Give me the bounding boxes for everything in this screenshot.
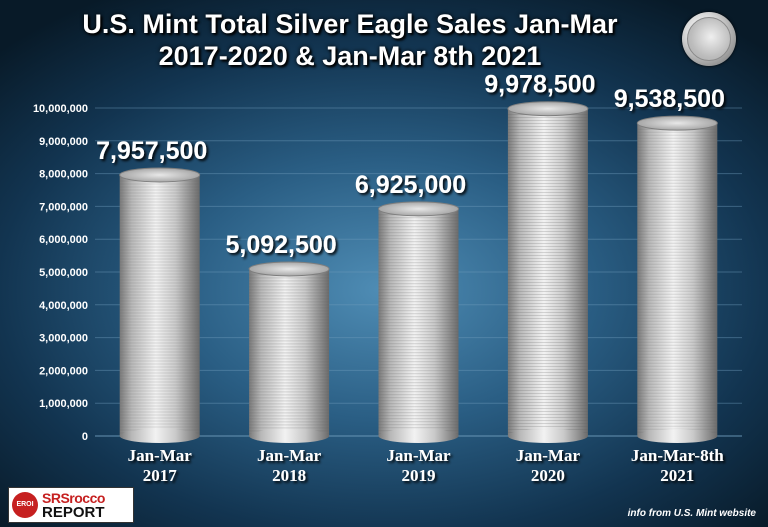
silver-eagle-coin-icon <box>682 12 736 66</box>
srsrocco-report-logo: EROI SRSrocco REPORT <box>8 487 134 523</box>
data-label: 9,978,500 <box>484 71 595 99</box>
data-label: 9,538,500 <box>614 85 725 113</box>
bar <box>507 101 589 443</box>
x-tick-label: Jan-Mar <box>128 446 193 465</box>
x-tick-label: Jan-Mar <box>516 446 581 465</box>
y-tick-label: 7,000,000 <box>39 201 88 213</box>
y-tick-label: 3,000,000 <box>39 333 88 345</box>
logo-emblem: EROI <box>12 492 38 518</box>
logo-brand-name: SRSrocco <box>42 490 105 506</box>
chart-title: U.S. Mint Total Silver Eagle Sales Jan-M… <box>20 8 680 72</box>
logo-brand-subtitle: REPORT <box>42 504 105 521</box>
y-tick-label: 1,000,000 <box>39 398 88 410</box>
source-note: info from U.S. Mint website <box>627 508 756 519</box>
bar <box>378 201 459 443</box>
x-tick-label: 2018 <box>272 466 306 485</box>
chart-title-line-1: U.S. Mint Total Silver Eagle Sales Jan-M… <box>82 9 618 39</box>
y-tick-label: 8,000,000 <box>39 169 88 181</box>
x-tick-label: 2020 <box>531 466 565 485</box>
data-label: 6,925,000 <box>355 171 466 199</box>
y-tick-label: 4,000,000 <box>39 300 88 312</box>
x-tick-label: Jan-Mar-8th <box>631 446 724 465</box>
y-tick-label: 0 <box>82 431 88 443</box>
bar <box>636 115 718 443</box>
y-tick-label: 9,000,000 <box>39 136 88 148</box>
y-tick-label: 5,000,000 <box>39 267 88 279</box>
y-tick-label: 6,000,000 <box>39 234 88 246</box>
bar <box>248 261 330 443</box>
x-tick-label: 2017 <box>143 466 178 485</box>
y-tick-label: 2,000,000 <box>39 365 88 377</box>
data-label: 7,957,500 <box>96 137 207 165</box>
chart-title-line-2: 2017-2020 & Jan-Mar 8th 2021 <box>158 41 542 71</box>
x-tick-label: Jan-Mar <box>257 446 322 465</box>
x-tick-label: 2021 <box>660 466 694 485</box>
x-tick-label: Jan-Mar <box>386 446 451 465</box>
data-label: 5,092,500 <box>225 231 336 259</box>
bar <box>119 167 201 443</box>
y-tick-label: 10,000,000 <box>33 103 88 115</box>
x-tick-label: 2019 <box>402 466 436 485</box>
